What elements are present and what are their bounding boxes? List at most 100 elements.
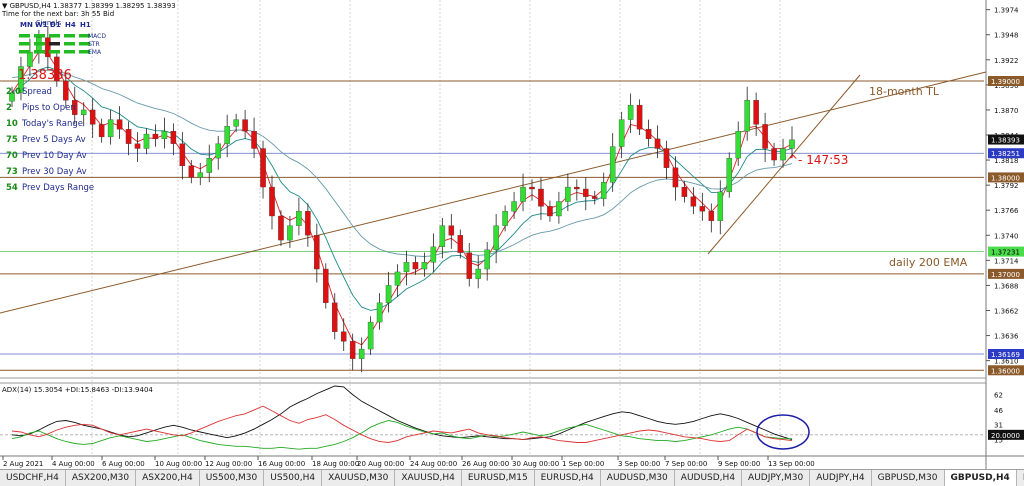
candle-body: [152, 133, 159, 140]
signal-dash: [79, 42, 90, 46]
info-value: 75: [6, 135, 18, 145]
info-row: 10 Today's Range: [6, 116, 94, 132]
info-label: Prev 30 Day Av: [22, 167, 87, 177]
info-panel: 2.0Spread 2 Pips to Open 10 Today's Range 75 P…: [6, 84, 94, 196]
trendline-rising: [707, 74, 861, 255]
info-label: Prev 10 Day Av: [22, 151, 87, 161]
signal-dash: [49, 50, 60, 54]
price-badge-label: 1.39000: [991, 78, 1020, 86]
candle-body: [762, 124, 768, 149]
symbol-tab[interactable]: USDCHF,H4: [0, 470, 66, 486]
trendline-label: 18-month TL: [869, 85, 940, 98]
candle-body: [403, 262, 410, 273]
candle-body: [332, 302, 338, 332]
symbol-tab[interactable]: GBPUSD,M30: [871, 470, 945, 486]
symbol-tab[interactable]: AUDUSD,M30: [600, 470, 675, 486]
candle-body: [421, 262, 428, 270]
adx-line: [11, 385, 793, 441]
candle-body: [789, 139, 795, 149]
timeframe-label: D1: [50, 21, 61, 29]
countdown-label: ^- 147:53: [788, 153, 848, 167]
symbol-tab[interactable]: EURUSD,H4: [534, 470, 601, 486]
price-tick-label: 1.3818: [994, 157, 1019, 165]
time-tick-label: 13 Sep 00:00: [768, 460, 815, 468]
adx-tick-label: 46: [994, 407, 1003, 415]
candle-body: [475, 268, 481, 279]
price-badge: [988, 348, 1024, 359]
signal-dash: [49, 34, 60, 38]
info-label: Spread: [22, 87, 52, 97]
symbol-tab[interactable]: AUDUSD,H4: [674, 470, 743, 486]
indicator-tag: MACD: [88, 33, 106, 40]
symbol-tab[interactable]: XAUUSD,H4: [395, 470, 462, 486]
candle-body: [323, 268, 329, 303]
candle-body: [529, 186, 535, 190]
candle-body: [592, 196, 598, 199]
price-badge-label: 1.36169: [991, 351, 1020, 359]
candle-body: [116, 119, 123, 130]
candle-body: [376, 302, 383, 323]
minus-di-line: [11, 405, 793, 443]
adx-highlight-circle: [756, 414, 810, 450]
candle-body: [260, 148, 266, 188]
symbol-tab-bar: USDCHF,H4 ASX200,M30 ASX200,H4 US500,M30 US5…: [0, 469, 1024, 486]
candle-body: [699, 206, 706, 212]
candle-body: [717, 191, 724, 221]
info-row: 2 Pips to Open: [6, 100, 94, 116]
symbol-tab[interactable]: ASX200,M30: [65, 470, 137, 486]
candle-body: [753, 100, 759, 125]
timeframe-label: W1: [35, 21, 48, 29]
candle-body: [439, 225, 446, 248]
indicator-tag: STR: [88, 41, 100, 48]
symbol-tab[interactable]: ASX200,H4: [136, 470, 200, 486]
price-tick-label: 1.3636: [994, 333, 1019, 341]
time-tick-label: 1 Sep 00:00: [562, 460, 604, 468]
header-block: ▼ GBPUSD,H4 1.38377 1.38399 1.38295 1.38…: [1, 2, 176, 83]
ema-mid-line: [11, 66, 793, 311]
time-tick-label: 6 Aug 00:00: [102, 460, 145, 468]
candle-body: [565, 186, 571, 202]
candle-body: [305, 211, 311, 236]
symbol-tab[interactable]: US500,M30: [199, 470, 265, 486]
timeframe-label: H4: [65, 21, 76, 29]
symbol-tab[interactable]: US500,H4: [264, 470, 323, 486]
time-tick-label: 2 Aug 2021: [3, 460, 43, 468]
signal-dash: [64, 50, 75, 54]
candle-body: [627, 104, 634, 120]
price-tick-label: 1.3740: [994, 232, 1019, 240]
signal-dash: [19, 34, 30, 38]
time-tick-label: 12 Aug 00:00: [205, 460, 252, 468]
time-tick-label: 16 Aug 00:00: [258, 460, 305, 468]
candle-body: [233, 119, 239, 127]
candle-body: [27, 51, 33, 67]
signal-dash: [34, 34, 45, 38]
candle-body: [780, 148, 786, 161]
candle-body: [80, 109, 87, 115]
candle-body: [654, 138, 661, 149]
signal-dash: [79, 34, 90, 38]
symbol-tab[interactable]: AUDJPY,M30: [742, 470, 811, 486]
signal-dash: [64, 34, 75, 38]
candle-body: [636, 104, 643, 130]
price-badge-label: 1.37000: [991, 271, 1020, 279]
time-axis: 2 Aug 2021 4 Aug 00:00 6 Aug 00:00 10 Aug 0…: [2, 456, 815, 468]
info-value: 73: [6, 167, 18, 177]
time-tick-label: 18 Aug 00:00: [312, 460, 359, 468]
timer-line: Time for the next bar: 3h 55 Bid: [1, 10, 114, 18]
candle-body: [520, 186, 526, 202]
symbol-tab[interactable]: GBPUSD,H4: [944, 470, 1017, 486]
symbol-tab[interactable]: XAUUSD,M30: [322, 470, 396, 486]
candle-body: [645, 129, 652, 140]
candle-body: [215, 143, 221, 159]
symbol-tab[interactable]: NZDUSD,M30: [1016, 470, 1024, 486]
info-label: Prev 5 Days Av: [22, 135, 86, 145]
symbol-tab[interactable]: EURUSD,M15: [461, 470, 535, 486]
info-row: 73 Prev 30 Day Av: [6, 164, 94, 180]
info-row: 70 Prev 10 Day Av: [6, 148, 94, 164]
candle-body: [143, 133, 150, 149]
symbol-tab[interactable]: AUDJPY,H4: [810, 470, 872, 486]
candle-body: [269, 186, 275, 217]
